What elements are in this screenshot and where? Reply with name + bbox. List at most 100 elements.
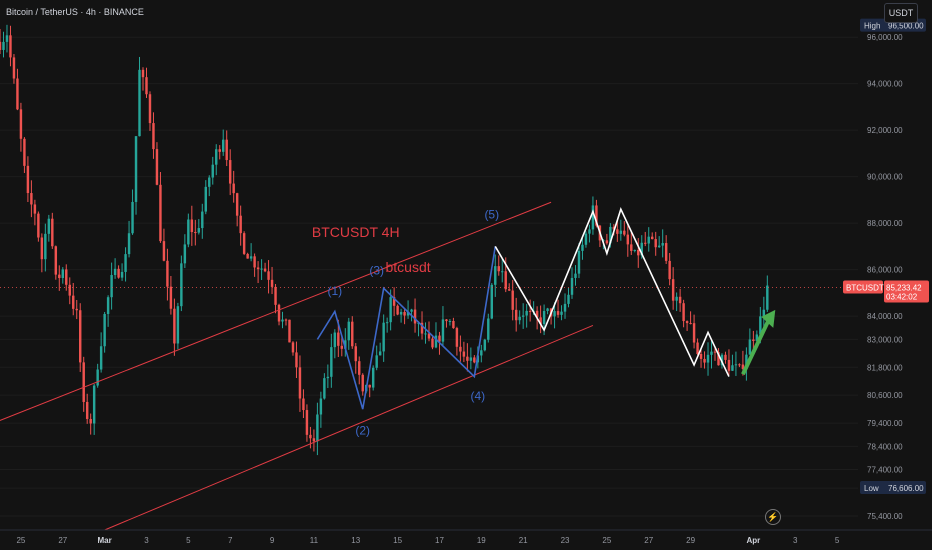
candle-body [16, 78, 19, 110]
candle-body [710, 351, 713, 355]
x-tick-label: 13 [351, 536, 360, 545]
candle-body [452, 320, 455, 329]
candle-body [375, 355, 378, 368]
candle-body [504, 271, 507, 290]
candle-body [183, 244, 187, 264]
candle-body [197, 228, 201, 233]
last-symbol-tag-bg [843, 280, 883, 294]
candle-body [218, 149, 221, 152]
candle-body [9, 35, 12, 58]
x-tick-label: Apr [746, 536, 760, 545]
candle-body [347, 321, 351, 341]
candle-body [284, 319, 288, 321]
high-badge-label: High [864, 22, 880, 31]
y-tick-label: 80,600.00 [867, 391, 903, 400]
candle-body [588, 229, 591, 234]
y-tick-label: 75,400.00 [867, 512, 903, 521]
candle-body [403, 311, 406, 316]
candle-body [330, 347, 333, 377]
lightning-icon[interactable]: ⚡ [765, 509, 781, 525]
candle-body [302, 398, 305, 411]
candle-body [494, 266, 497, 285]
candle-body [671, 279, 675, 301]
candle-body [152, 123, 155, 150]
annotation-label: (1) [327, 284, 342, 298]
y-tick-label: 90,000.00 [867, 173, 903, 182]
candle-body [340, 345, 344, 349]
candle-body [319, 398, 323, 415]
candle-body [528, 310, 532, 312]
candle-body [187, 219, 190, 245]
candle-body [169, 286, 173, 309]
candle-body [650, 236, 654, 240]
candle-body [637, 249, 640, 256]
candle-body [539, 317, 542, 324]
candle-body [78, 310, 82, 363]
candle-body [560, 311, 563, 315]
candle-body [316, 414, 319, 442]
x-tick-label: 23 [561, 536, 570, 545]
candle-body [82, 362, 85, 402]
candle-body [696, 342, 699, 354]
candle-body [483, 339, 487, 351]
candle-body [138, 69, 141, 137]
candle-body [591, 205, 595, 230]
candle-body [755, 334, 759, 342]
candle-body [127, 233, 131, 255]
candle-body [382, 322, 385, 352]
candle-body [337, 332, 340, 346]
candle-body [469, 357, 473, 361]
candle-body [65, 269, 68, 285]
candle-body [44, 233, 47, 260]
candle-body [166, 260, 169, 287]
y-tick-label: 79,400.00 [867, 419, 903, 428]
y-tick-label: 81,800.00 [867, 363, 903, 372]
candle-body [194, 232, 197, 234]
candle-body [61, 269, 65, 278]
candle-body [616, 229, 619, 234]
candle-body [323, 378, 326, 399]
candle-body [640, 242, 643, 256]
candle-body [371, 367, 375, 388]
candle-body [23, 138, 26, 166]
candle-body [745, 354, 748, 369]
candle-body [256, 267, 260, 270]
candle-body [734, 364, 738, 366]
candle-body [574, 273, 577, 278]
candle-body [113, 268, 117, 276]
candle-body [717, 352, 720, 366]
candle-body [762, 309, 766, 317]
x-tick-label: 15 [393, 536, 402, 545]
candle-body [497, 266, 500, 272]
candle-body [263, 268, 267, 272]
currency-button[interactable]: USDT [884, 3, 918, 23]
candle-body [563, 303, 567, 312]
x-tick-label: 5 [835, 536, 840, 545]
candle-body [626, 234, 630, 245]
candle-body [47, 218, 51, 234]
candle-body [553, 311, 556, 317]
candle-body [134, 136, 138, 202]
candle-body [221, 139, 225, 152]
candle-body [406, 311, 410, 316]
candle-body [685, 321, 689, 324]
candle-body [724, 354, 727, 360]
candle-body [692, 323, 696, 343]
candle-body [215, 149, 218, 165]
candle-body [431, 338, 434, 348]
candle-body [427, 333, 431, 339]
candle-body [595, 205, 598, 226]
candle-body [605, 240, 609, 244]
high-badge-value: 96,500.00 [888, 22, 924, 31]
candle-body [305, 410, 309, 435]
candle-body [246, 253, 249, 259]
candle-body [584, 233, 588, 245]
candle-body [438, 335, 441, 342]
x-tick-label: 25 [602, 536, 611, 545]
x-tick-label: 3 [144, 536, 149, 545]
candle-body [99, 346, 103, 370]
candle-body [110, 275, 113, 298]
candle-body [556, 311, 560, 315]
last-price-countdown: 03:42:02 [886, 292, 918, 301]
